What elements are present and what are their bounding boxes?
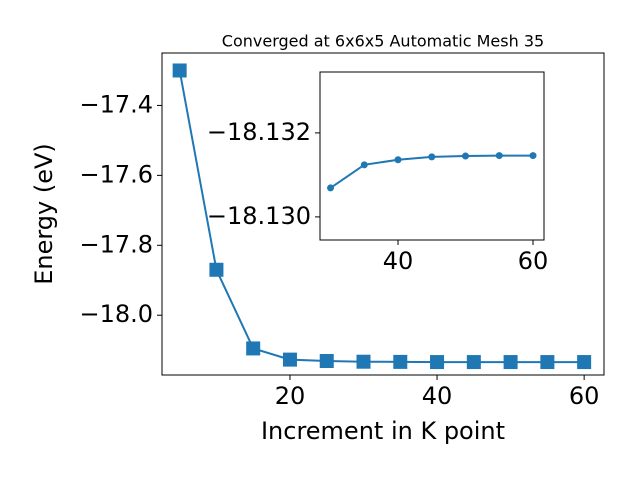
marker — [428, 153, 436, 161]
marker — [319, 354, 334, 369]
marker — [430, 355, 445, 370]
x-tick-label: 40 — [383, 247, 414, 275]
marker — [356, 354, 371, 369]
marker — [529, 152, 537, 160]
x-tick-label: 60 — [518, 247, 549, 275]
x-axis-label: Increment in K point — [261, 417, 505, 445]
marker — [360, 161, 368, 169]
marker — [503, 355, 518, 370]
y-tick-label: −18.132 — [207, 118, 311, 146]
y-axis-label: Energy (eV) — [30, 143, 58, 285]
marker — [394, 156, 402, 164]
marker — [172, 63, 187, 78]
y-tick-label: −17.8 — [79, 230, 153, 258]
chart-title: Converged at 6x6x5 Automatic Mesh 35 — [222, 32, 544, 51]
marker — [209, 262, 224, 277]
y-tick-label: −18.130 — [207, 202, 311, 230]
y-tick-label: −18.0 — [79, 300, 153, 328]
x-tick-label: 60 — [569, 382, 600, 410]
marker — [282, 352, 297, 367]
marker — [495, 152, 503, 160]
marker — [462, 152, 470, 160]
marker — [577, 355, 592, 370]
x-tick-label: 20 — [275, 382, 306, 410]
marker — [466, 355, 481, 370]
y-tick-label: −17.4 — [79, 90, 153, 118]
marker — [540, 355, 555, 370]
y-tick-label: −17.6 — [79, 160, 153, 188]
x-tick-label: 40 — [422, 382, 453, 410]
marker — [246, 341, 261, 356]
marker — [393, 354, 408, 369]
marker — [327, 184, 335, 192]
